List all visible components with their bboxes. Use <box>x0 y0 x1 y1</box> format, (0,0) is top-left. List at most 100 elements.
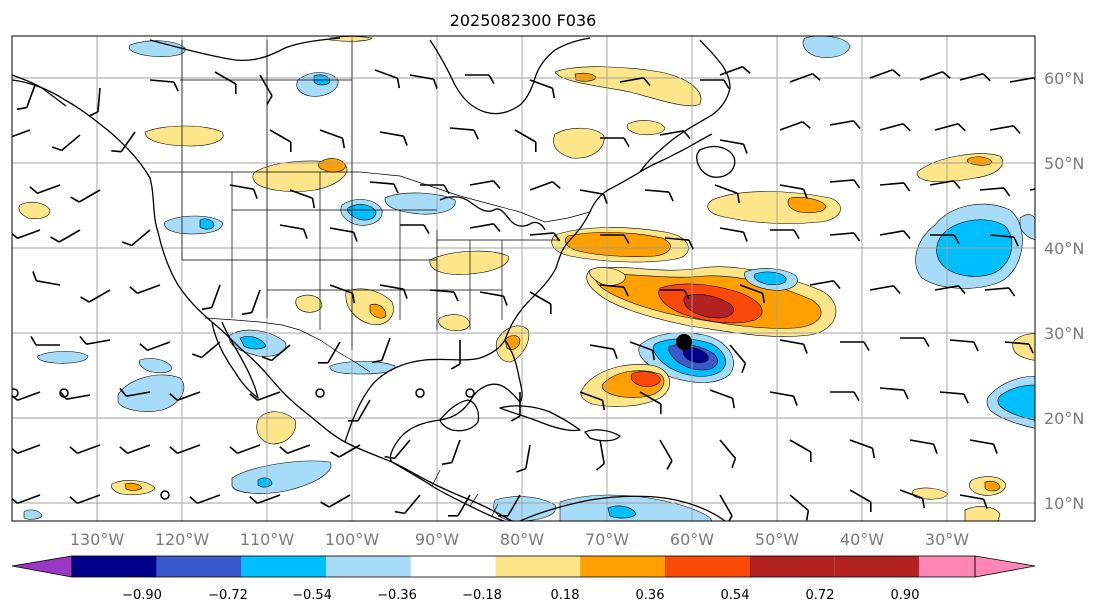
wind-barb <box>709 389 733 399</box>
lat-label: 50°N <box>1044 154 1084 173</box>
north-america-west-coast <box>12 79 513 521</box>
wind-barb-feather <box>982 498 988 509</box>
colorbar-extend-high <box>974 555 1036 578</box>
wind-barb-feather <box>229 446 238 454</box>
wind-barb <box>36 280 61 286</box>
wind-barb <box>78 189 101 203</box>
colorbar-segment <box>410 556 496 577</box>
us-state-lines <box>181 172 560 350</box>
negative-anomaly-region <box>753 271 787 286</box>
wind-barb-feather <box>241 311 252 316</box>
wind-barb-feather <box>601 400 606 411</box>
graticule <box>12 36 1035 521</box>
positive-anomaly-region <box>787 197 827 214</box>
colorbar-segment <box>326 556 411 577</box>
wind-barb <box>789 73 813 83</box>
colorbar-segment <box>834 556 919 577</box>
wind-barb-feather <box>683 130 691 140</box>
wind-barb <box>259 74 273 97</box>
wind-barb-feather <box>953 234 960 245</box>
wind-barb-feather <box>805 510 810 521</box>
wind-barb <box>529 291 552 305</box>
wind-barb <box>869 285 894 291</box>
wind-barb-feather <box>595 463 605 471</box>
newfoundland <box>696 145 736 178</box>
wind-barb-feather <box>423 224 430 235</box>
colorbar: −0.90 −0.72 −0.54 −0.36 −0.18 0.18 0.36 … <box>11 555 1036 603</box>
wind-barb-feather <box>736 193 741 204</box>
wind-barb <box>525 444 531 469</box>
wind-barb <box>149 79 174 83</box>
wind-barb <box>329 227 354 233</box>
wind-barb <box>879 230 904 236</box>
wind-barb <box>849 489 872 503</box>
wind-barb <box>644 189 669 193</box>
wind-barb <box>599 439 605 464</box>
wind-barb-feather <box>302 228 308 239</box>
south-america-north <box>519 495 726 521</box>
colorbar-frame <box>71 555 976 578</box>
wind-barb <box>939 391 964 395</box>
wind-barb <box>269 129 292 143</box>
wind-barb <box>289 189 313 199</box>
wind-barb-feather <box>942 71 951 79</box>
wind-barb-feather <box>833 280 841 290</box>
canada-north <box>149 37 341 62</box>
wind-barb-feather <box>393 183 399 194</box>
wind-barb-feather <box>552 181 561 189</box>
wind-barb <box>514 129 537 143</box>
wind-barb <box>403 494 421 514</box>
negative-anomaly-region <box>199 218 215 230</box>
wind-barb <box>177 444 201 454</box>
colorbar-tick-label: −0.18 <box>462 588 502 603</box>
wind-barb <box>934 285 959 291</box>
wind-barbs <box>0 66 1060 521</box>
wind-barb <box>719 139 744 145</box>
wind-barb-feather <box>853 232 861 242</box>
wind-barb <box>984 287 1009 291</box>
wind-barb-feather <box>32 271 38 282</box>
wind-barb-feather <box>1054 186 1060 194</box>
negative-anomaly-region <box>257 477 273 488</box>
wind-barb <box>829 179 854 183</box>
positive-anomaly-region <box>124 482 143 491</box>
wind-barb <box>86 339 111 345</box>
negative-anomaly-region <box>37 351 89 364</box>
negative-anomaly-region <box>329 361 396 375</box>
wind-barb <box>719 494 733 517</box>
us-mexico-border <box>204 317 371 373</box>
wind-barb-feather <box>402 288 408 299</box>
wind-barb-feather <box>932 443 938 454</box>
wind-barb-feather <box>853 179 861 189</box>
wind-barb-feather <box>958 285 966 295</box>
wind-barb-feather <box>119 387 127 397</box>
wind-barb <box>17 494 41 504</box>
wind-barb-feather <box>402 135 408 146</box>
colorbar-segment <box>241 556 327 577</box>
lon-label: 80°W <box>500 530 544 549</box>
wind-barb <box>779 121 803 131</box>
wind-barb-feather <box>742 143 748 154</box>
wind-barb-feather <box>853 391 860 402</box>
wind-barb-feather <box>432 78 438 89</box>
wind-barb-feather <box>812 73 821 81</box>
wind-barb-feather <box>396 78 401 89</box>
wind-barb <box>449 127 474 131</box>
central-america <box>391 461 505 521</box>
wind-barb-feather <box>201 306 212 311</box>
wind-barb-feather <box>893 285 901 295</box>
wind-barb-feather <box>728 515 733 521</box>
wind-barb <box>457 494 471 517</box>
wind-barb-feather <box>0 132 7 138</box>
wind-barb-feather <box>1008 287 1016 297</box>
wind-barb-feather <box>191 353 202 359</box>
great-lakes <box>439 196 546 231</box>
wind-barb-feather <box>111 149 122 153</box>
negative-anomaly-region <box>802 36 851 58</box>
positive-anomaly-region <box>329 36 373 42</box>
wind-barb <box>17 391 41 401</box>
wind-barb <box>126 391 151 397</box>
wind-barb <box>899 489 923 499</box>
wind-barb <box>479 291 504 297</box>
